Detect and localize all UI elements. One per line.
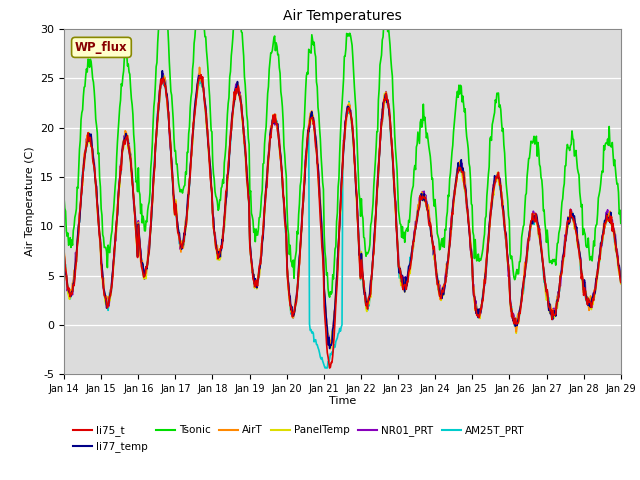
NR01_PRT (127, 167, 135, 173)
li75_t (70, 283, 78, 288)
PanelTemp (70, 277, 78, 283)
NR01_PRT (214, 252, 222, 257)
Tsonic (617, 220, 625, 226)
Text: WP_flux: WP_flux (75, 41, 128, 54)
AM25T_PRT (617, 280, 625, 286)
NR01_PRT (159, 71, 167, 76)
AM25T_PRT (159, 72, 166, 78)
li75_t (127, 166, 135, 172)
li77_temp (326, 346, 333, 351)
Tsonic (127, 96, 135, 101)
NR01_PRT (327, 342, 335, 348)
NR01_PRT (428, 234, 436, 240)
li77_temp (428, 233, 436, 239)
Tsonic (184, 150, 192, 156)
AM25T_PRT (323, 365, 330, 371)
Legend: li75_t, li77_temp, Tsonic, AirT, PanelTemp, NR01_PRT, AM25T_PRT: li75_t, li77_temp, Tsonic, AirT, PanelTe… (69, 421, 529, 456)
Line: li77_temp: li77_temp (64, 71, 621, 348)
Line: Tsonic: Tsonic (64, 0, 621, 297)
Line: AirT: AirT (64, 67, 621, 345)
PanelTemp (428, 233, 436, 239)
AirT (327, 342, 335, 348)
PanelTemp (160, 73, 168, 79)
AM25T_PRT (60, 253, 68, 259)
Line: NR01_PRT: NR01_PRT (64, 73, 621, 345)
li75_t (60, 250, 68, 256)
AirT (70, 267, 78, 273)
AM25T_PRT (127, 166, 135, 171)
Title: Air Temperatures: Air Temperatures (283, 10, 402, 24)
Tsonic (214, 207, 222, 213)
li77_temp (412, 225, 419, 231)
Y-axis label: Air Temperature (C): Air Temperature (C) (24, 147, 35, 256)
PanelTemp (617, 281, 625, 287)
AM25T_PRT (185, 190, 193, 196)
li75_t (197, 72, 205, 78)
Line: li75_t: li75_t (64, 75, 621, 368)
Tsonic (70, 224, 78, 229)
PanelTemp (127, 172, 135, 178)
PanelTemp (214, 252, 222, 258)
li75_t (184, 204, 192, 209)
li75_t (617, 279, 625, 285)
PanelTemp (185, 190, 193, 195)
AirT (60, 248, 68, 253)
Tsonic (60, 194, 68, 200)
AirT (428, 235, 436, 240)
li77_temp (70, 281, 78, 287)
li77_temp (617, 276, 625, 282)
li75_t (412, 226, 419, 231)
AirT (184, 199, 192, 205)
AM25T_PRT (412, 227, 419, 232)
AM25T_PRT (428, 235, 436, 240)
PanelTemp (326, 346, 334, 352)
li77_temp (60, 250, 68, 255)
AirT (196, 64, 204, 70)
li75_t (326, 365, 333, 371)
li77_temp (214, 251, 222, 257)
Tsonic (428, 177, 436, 182)
PanelTemp (412, 223, 419, 229)
NR01_PRT (412, 218, 419, 224)
Tsonic (412, 167, 419, 172)
AirT (617, 276, 625, 281)
li77_temp (185, 191, 193, 197)
AM25T_PRT (214, 255, 222, 261)
li75_t (214, 256, 222, 262)
AirT (214, 253, 222, 259)
AirT (412, 222, 419, 228)
NR01_PRT (70, 275, 78, 281)
AirT (127, 160, 135, 166)
AM25T_PRT (70, 276, 78, 281)
X-axis label: Time: Time (329, 396, 356, 406)
Line: AM25T_PRT: AM25T_PRT (64, 75, 621, 368)
Tsonic (326, 294, 333, 300)
Line: PanelTemp: PanelTemp (64, 76, 621, 349)
PanelTemp (60, 256, 68, 262)
NR01_PRT (185, 189, 193, 194)
li77_temp (127, 168, 135, 173)
li75_t (428, 236, 436, 242)
NR01_PRT (617, 278, 625, 284)
li77_temp (159, 68, 166, 73)
NR01_PRT (60, 257, 68, 263)
